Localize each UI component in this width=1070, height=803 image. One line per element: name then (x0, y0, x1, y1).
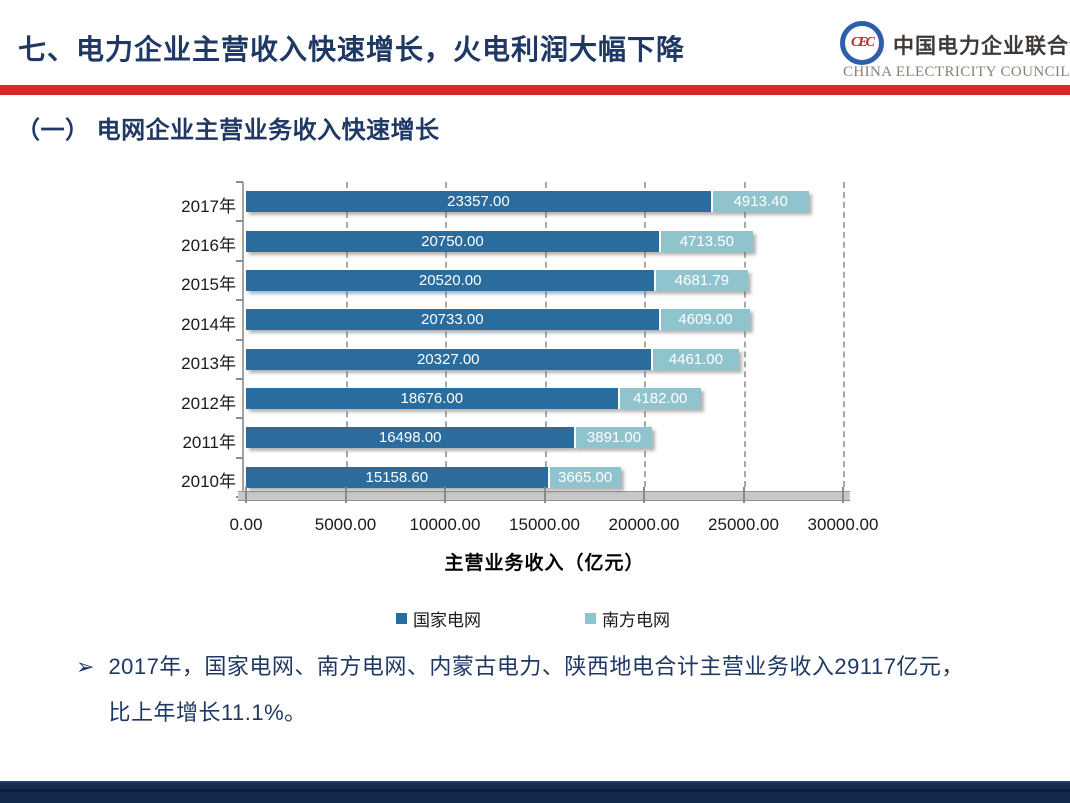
x-axis-title: 主营业务收入（亿元） (444, 553, 645, 574)
bar-value-label: 3665.00 (557, 468, 613, 486)
bar-value-label: 20520.00 (418, 271, 482, 289)
y-axis-tick (236, 417, 243, 420)
bar-value-label: 4713.50 (679, 232, 734, 250)
bar-value-label: 20750.00 (421, 232, 484, 250)
chart-gridline (544, 182, 547, 497)
category-label: 2016年 (181, 236, 236, 256)
bar-value-label: 20327.00 (416, 350, 480, 368)
bar-segment-南方电网: 4713.50 (658, 230, 753, 252)
x-axis-tick-label: 15000.00 (509, 515, 580, 534)
y-axis-line (242, 182, 244, 499)
bar-value-label: 4182.00 (633, 390, 688, 408)
bar-segment-南方电网: 3891.00 (574, 427, 652, 449)
cec-emblem-letters: CEC (850, 35, 875, 50)
bar-segment-南方电网: 4913.40 (710, 191, 809, 213)
bar-segment-南方电网: 3665.00 (547, 466, 621, 488)
x-axis-tick-label: 30000.00 (807, 515, 879, 534)
category-label: 2010年 (181, 472, 236, 492)
bar-segment-国家电网: 23357.00 (246, 191, 711, 213)
y-axis-tick (236, 259, 243, 262)
bar-value-label: 16498.00 (378, 429, 442, 447)
x-axis-tick (742, 487, 745, 503)
bar-value-label: 18676.00 (400, 390, 464, 408)
x-axis-tick-label: 20000.00 (608, 515, 680, 534)
chart-gridline (743, 182, 746, 497)
bar-value-label: 4681.79 (674, 271, 730, 289)
chart-gridline (843, 182, 845, 497)
y-axis-tick (236, 220, 243, 223)
category-label: 2012年 (181, 393, 236, 413)
x-axis-tick-label: 5000.00 (314, 515, 377, 534)
chart-gridline (644, 182, 646, 497)
bar-value-label: 20733.00 (421, 311, 484, 329)
bar-segment-南方电网: 4461.00 (650, 348, 740, 370)
x-axis-tick-label: 0.00 (229, 515, 263, 534)
y-axis-tick (236, 338, 243, 341)
bullet-point: ➢ 2017年，国家电网、南方电网、内蒙古电力、陕西地电合计主营业务收入2911… (76, 644, 1036, 736)
bar-value-label: 15158.60 (365, 468, 429, 486)
category-label: 2013年 (181, 354, 236, 374)
bar-segment-国家电网: 20520.00 (246, 269, 655, 291)
bar-segment-国家电网: 18676.00 (246, 388, 618, 410)
legend-item-国家电网: 国家电网 (396, 606, 481, 631)
x-axis-tick-label: 10000.00 (409, 515, 481, 534)
y-axis-tick (236, 377, 243, 380)
x-axis-tick (245, 487, 247, 503)
bar-value-label: 4609.00 (678, 311, 733, 329)
bar-value-label: 4913.40 (733, 193, 788, 211)
bullet-line-1: 2017年，国家电网、南方电网、内蒙古电力、陕西地电合计主营业务收入29117亿… (108, 654, 964, 679)
x-axis-tick (344, 487, 347, 503)
legend-label: 南方电网 (602, 611, 670, 630)
bar-segment-国家电网: 20327.00 (246, 348, 651, 370)
legend-item-南方电网: 南方电网 (585, 606, 670, 631)
y-axis-tick (236, 181, 243, 183)
bar-value-label: 3891.00 (586, 429, 642, 447)
bullet-marker: ➢ (76, 654, 95, 679)
bar-segment-国家电网: 16498.00 (246, 427, 575, 449)
legend-label: 国家电网 (413, 611, 481, 630)
grid-revenue-bar-chart: 主营业务收入（亿元） 2017年 23357.00 4913.40 2016年 2075… (181, 181, 879, 631)
x-axis-tick (543, 487, 546, 503)
y-axis-tick (236, 299, 243, 302)
category-label: 2017年 (181, 196, 236, 216)
bar-segment-国家电网: 15158.60 (246, 466, 548, 488)
category-label: 2015年 (181, 275, 236, 295)
bar-value-label: 23357.00 (447, 193, 510, 211)
bullet-line-2: 比上年增长11.1%。 (108, 700, 307, 725)
category-label: 2014年 (181, 314, 236, 334)
cec-emblem-icon: CEC (840, 21, 884, 65)
legend-swatch (396, 613, 407, 624)
bullet-text: 2017年，国家电网、南方电网、内蒙古电力、陕西地电合计主营业务收入29117亿… (108, 644, 964, 736)
category-label: 2011年 (182, 432, 236, 452)
footer-band (0, 781, 1070, 803)
bar-segment-南方电网: 4182.00 (617, 388, 701, 410)
section-heading: （一） 电网企业主营业务收入快速增长 (16, 117, 440, 144)
bar-segment-国家电网: 20733.00 (246, 309, 659, 331)
bar-value-label: 4461.00 (668, 350, 723, 368)
bar-segment-国家电网: 20750.00 (246, 230, 659, 252)
y-axis-tick (236, 456, 243, 459)
x-axis-tick-label: 25000.00 (708, 515, 779, 534)
chart-gridline (445, 182, 447, 497)
bar-segment-南方电网: 4609.00 (658, 309, 751, 331)
logo-name-chinese: 中国电力企业联合会 (893, 35, 1070, 58)
x-axis-tick (444, 487, 446, 503)
header-divider (0, 85, 1070, 95)
legend-swatch (585, 613, 596, 624)
x-axis-tick (842, 487, 844, 503)
x-axis-tick (643, 487, 645, 503)
logo-name-english: CHINA ELECTRICITY COUNCIL (843, 64, 1070, 80)
slide-title: 七、电力企业主营收入快速增长，火电利润大幅下降 (18, 34, 686, 65)
chart-gridline (345, 182, 348, 497)
bar-segment-南方电网: 4681.79 (654, 269, 748, 291)
